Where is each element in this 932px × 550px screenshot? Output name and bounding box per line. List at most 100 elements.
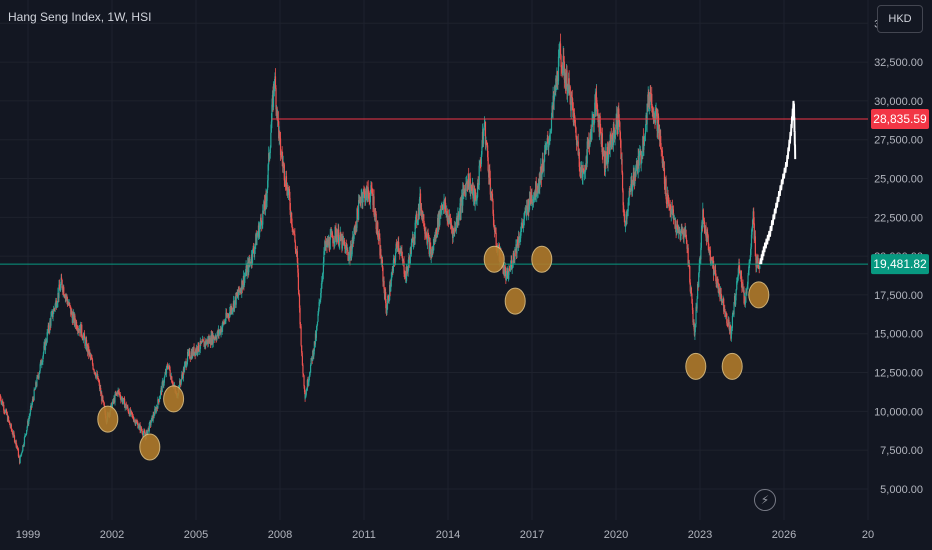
candle-body xyxy=(441,204,443,207)
candle-body xyxy=(75,321,78,329)
candle-body xyxy=(50,316,52,326)
candle-body xyxy=(277,111,279,122)
candle-body xyxy=(33,389,35,401)
candle-body xyxy=(612,123,615,145)
candle-body xyxy=(640,151,642,165)
candle-body xyxy=(558,48,561,50)
candle-body xyxy=(596,100,598,105)
candle-body xyxy=(215,336,217,339)
x-tick-label: 1999 xyxy=(16,529,40,541)
candle-body xyxy=(299,324,302,327)
candle-body xyxy=(248,259,250,273)
candle-body xyxy=(660,148,662,150)
candle-body xyxy=(626,214,628,219)
candle-body xyxy=(439,210,441,225)
price-axis[interactable]: 5,000.00 7,500.00 10,000.00 12,500.00 15,000… xyxy=(874,18,923,496)
candle-body xyxy=(629,190,631,192)
candle-body xyxy=(661,149,663,151)
highlight-marker[interactable] xyxy=(504,287,526,315)
candle-body xyxy=(359,198,361,202)
candle-body xyxy=(540,166,542,180)
highlight-marker[interactable] xyxy=(531,245,553,273)
candle-body xyxy=(406,266,408,271)
candle-body xyxy=(229,311,231,318)
candle-body xyxy=(329,235,331,250)
candle-body xyxy=(550,130,552,133)
highlight-marker[interactable] xyxy=(483,245,505,273)
highlight-marker[interactable] xyxy=(139,433,161,461)
candle-body xyxy=(657,113,659,117)
candle-body xyxy=(747,275,749,285)
candle-body xyxy=(224,321,226,323)
candle-body xyxy=(479,161,481,166)
candle-body xyxy=(449,219,452,225)
candle-body xyxy=(237,295,239,297)
candle-body xyxy=(121,397,124,403)
candle-body xyxy=(511,260,513,270)
candle-body xyxy=(306,389,308,391)
candle-body xyxy=(571,96,573,105)
candle-body xyxy=(367,187,369,195)
highlight-marker[interactable] xyxy=(721,352,743,380)
candle-body xyxy=(179,380,181,383)
candle-body xyxy=(744,302,746,305)
candle-body xyxy=(750,234,753,247)
candle-body xyxy=(751,219,754,228)
candle-body xyxy=(696,298,698,309)
candle-body xyxy=(385,291,387,304)
candle-body xyxy=(201,339,204,343)
candle-body xyxy=(606,147,609,165)
candle-body xyxy=(20,453,22,457)
highlight-marker[interactable] xyxy=(748,281,770,309)
candle-body xyxy=(13,432,15,436)
candle-body xyxy=(343,240,345,245)
candle-body xyxy=(355,226,357,231)
lightning-icon[interactable]: ⚡ xyxy=(754,489,776,511)
y-tick-label: 17,500.00 xyxy=(874,290,923,302)
candle-body xyxy=(633,172,635,182)
currency-button[interactable]: HKD xyxy=(877,5,923,33)
candle-body xyxy=(369,193,371,203)
candle-body xyxy=(308,377,310,383)
time-axis[interactable]: 1999 2002 2005 2008 2011 2014 2017 2020 2023 2026… xyxy=(16,529,874,541)
candle-body xyxy=(401,256,404,262)
highlight-marker[interactable] xyxy=(97,405,119,433)
candle-body xyxy=(303,375,305,387)
highlight-marker[interactable] xyxy=(163,385,185,413)
candle-body xyxy=(549,133,551,142)
candle-body xyxy=(739,269,741,274)
candle-body xyxy=(183,365,186,373)
candle-body xyxy=(323,251,325,262)
candle-body xyxy=(526,205,528,216)
candle-body xyxy=(708,243,710,251)
candle-body xyxy=(691,293,693,304)
candle-body xyxy=(706,232,708,242)
candle-body xyxy=(144,432,146,436)
highlight-markers[interactable] xyxy=(97,245,770,461)
candle-body xyxy=(55,300,57,308)
candle-body xyxy=(399,251,401,255)
candle-body xyxy=(322,261,324,274)
candle-body xyxy=(58,284,60,298)
candle-body xyxy=(345,245,347,254)
candle-body xyxy=(638,153,640,166)
candle-body xyxy=(610,134,612,137)
candle-body xyxy=(720,287,722,296)
candle-body xyxy=(128,412,130,414)
candle-body xyxy=(675,224,677,233)
candle-body xyxy=(120,398,122,401)
candle-body xyxy=(267,180,269,190)
candle-body xyxy=(315,330,317,338)
candle-body xyxy=(137,423,139,429)
candle-body xyxy=(40,360,42,365)
highlight-marker[interactable] xyxy=(685,352,707,380)
candle-body xyxy=(291,224,293,228)
candle-body xyxy=(212,335,214,344)
candle-body xyxy=(92,369,95,370)
candle-body xyxy=(478,184,480,188)
current-price-label-bg xyxy=(871,254,929,275)
candle-body xyxy=(94,371,96,376)
candle-body xyxy=(605,157,608,163)
candle-body xyxy=(41,363,43,365)
